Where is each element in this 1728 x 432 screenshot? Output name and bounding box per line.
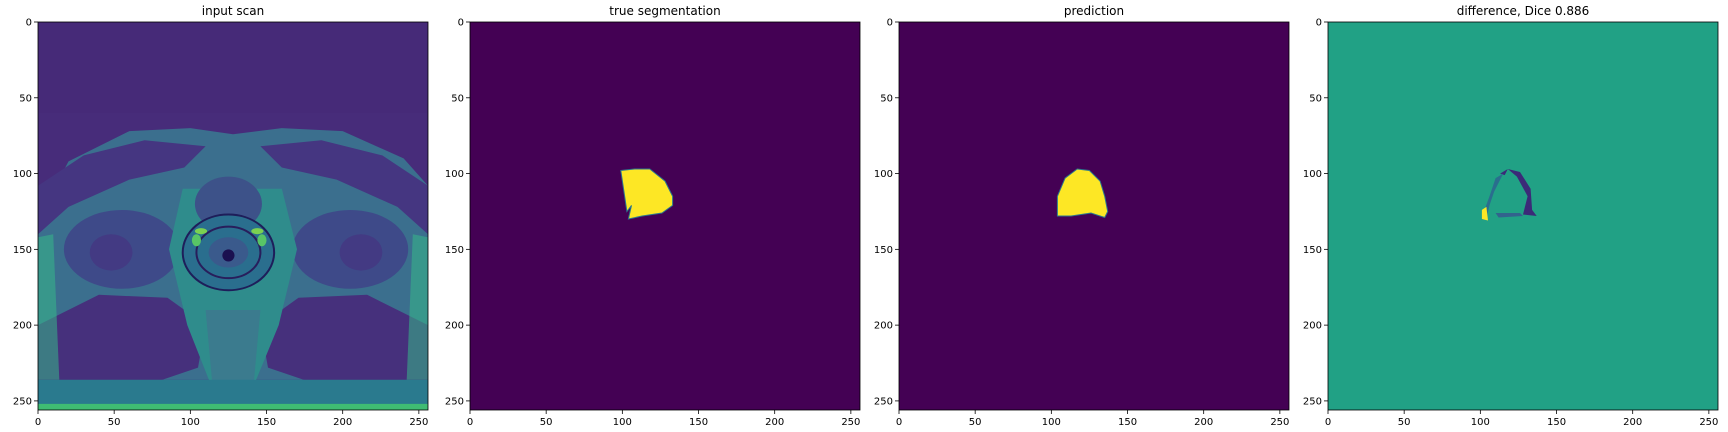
- bottom-bright-strip: [38, 403, 428, 410]
- x-tick-label: 200: [1194, 417, 1213, 428]
- y-tick-label: 50: [19, 93, 32, 104]
- x-tick-label: 0: [896, 417, 902, 428]
- y-tick-label: 0: [26, 18, 32, 29]
- x-tick-label: 150: [1547, 417, 1566, 428]
- rectal-coil-ring: [195, 225, 262, 280]
- y-tick-label: 0: [1316, 18, 1322, 29]
- panel-title: difference, Dice 0.886: [1456, 4, 1590, 18]
- panel-prediction: prediction 0 50 100 150 200 250 0 50 100 150 200 25…: [861, 0, 1293, 432]
- x-tick-label: 150: [1118, 417, 1137, 428]
- panel-title: true segmentation: [609, 4, 721, 18]
- y-tick-label: 50: [451, 93, 464, 104]
- x-tick-label: 50: [540, 417, 553, 428]
- y-tick-label: 150: [874, 245, 893, 256]
- y-tick-label: 50: [1309, 93, 1322, 104]
- x-tick-label: 250: [1699, 417, 1718, 428]
- panel-true-segmentation: true segmentation 0 50 100 150 200 250 0 50 100 1…: [432, 0, 864, 432]
- panel-input-scan: input scan 0 50 100 150 200 250 0 50 100 150 200 25…: [0, 0, 432, 432]
- axes-frame: [469, 21, 861, 411]
- x-tick-label: 0: [467, 417, 473, 428]
- lower-right-muscle: [260, 294, 428, 404]
- panel-title: prediction: [1063, 4, 1125, 18]
- mask-background: [470, 22, 860, 410]
- x-tick-label: 50: [1398, 417, 1411, 428]
- left-femoral-head: [89, 234, 133, 271]
- right-edge-bright-tissue: [406, 234, 428, 380]
- x-tick-label: 250: [409, 417, 428, 428]
- x-tick-label: 100: [181, 417, 200, 428]
- x-tick-label: 0: [1325, 417, 1331, 428]
- y-tick-label: 150: [13, 245, 32, 256]
- false-negative-edge: [1481, 206, 1488, 221]
- image-content: [1328, 22, 1718, 410]
- bottom-tissue: [38, 379, 428, 410]
- false-positive-edge-right: [1507, 169, 1537, 216]
- image-content: [38, 22, 428, 410]
- image-content: [470, 22, 860, 410]
- x-tick-label: 250: [1270, 417, 1289, 428]
- y-tick-label: 100: [1303, 169, 1322, 180]
- mask-background: [899, 22, 1289, 410]
- difference-edge-bottom: [1495, 213, 1523, 218]
- y-tick-label: 100: [445, 169, 464, 180]
- coil-bright-spot-right: [257, 234, 267, 247]
- x-tick-label: 100: [1042, 417, 1061, 428]
- y-tick-label: 200: [874, 321, 893, 332]
- x-tick-label: 0: [35, 417, 41, 428]
- y-tick-label: 100: [13, 169, 32, 180]
- x-tick-label: 200: [333, 417, 352, 428]
- y-tick-label: 150: [1303, 245, 1322, 256]
- y-tick-label: 0: [887, 18, 893, 29]
- upper-right-muscle: [260, 140, 428, 235]
- coil-bright-spot-upper-left: [194, 228, 208, 235]
- false-positive-edge-top: [1500, 169, 1508, 176]
- panel-difference: difference, Dice 0.886 0 50 100 150 200 250 0 5…: [1290, 0, 1722, 432]
- difference-edge-left: [1483, 173, 1504, 219]
- y-tick-label: 200: [445, 321, 464, 332]
- y-tick-label: 250: [874, 396, 893, 407]
- x-tick-label: 100: [1471, 417, 1490, 428]
- axes-frame: [898, 21, 1290, 411]
- upper-left-muscle: [38, 140, 206, 235]
- segmentation-region: [620, 168, 674, 220]
- x-tick-label: 200: [765, 417, 784, 428]
- x-tick-label: 50: [108, 417, 121, 428]
- x-tick-label: 250: [841, 417, 860, 428]
- right-femoral-head: [339, 234, 383, 271]
- lower-left-muscle: [38, 294, 206, 404]
- y-tick-label: 250: [13, 396, 32, 407]
- x-tick-label: 150: [257, 417, 276, 428]
- coil-bright-spot-upper-right: [251, 228, 264, 235]
- y-tick-label: 200: [1303, 321, 1322, 332]
- panel-title: input scan: [201, 4, 265, 18]
- x-tick-label: 100: [613, 417, 632, 428]
- image-content: [899, 22, 1289, 410]
- upper-noise-region: [38, 22, 428, 113]
- left-edge-bright-tissue: [38, 234, 60, 380]
- x-tick-label: 200: [1623, 417, 1642, 428]
- y-tick-label: 100: [874, 169, 893, 180]
- y-tick-label: 250: [1303, 396, 1322, 407]
- axes-frame: [37, 21, 429, 411]
- y-tick-label: 150: [445, 245, 464, 256]
- y-tick-label: 250: [445, 396, 464, 407]
- x-tick-label: 150: [689, 417, 708, 428]
- x-tick-label: 50: [969, 417, 982, 428]
- y-tick-label: 50: [880, 93, 893, 104]
- y-tick-label: 200: [13, 321, 32, 332]
- coil-bright-spot-left: [191, 234, 202, 247]
- y-tick-label: 0: [458, 18, 464, 29]
- rectal-coil-center: [222, 249, 235, 262]
- axes-frame: [1327, 21, 1719, 411]
- segmentation-region: [1056, 168, 1109, 219]
